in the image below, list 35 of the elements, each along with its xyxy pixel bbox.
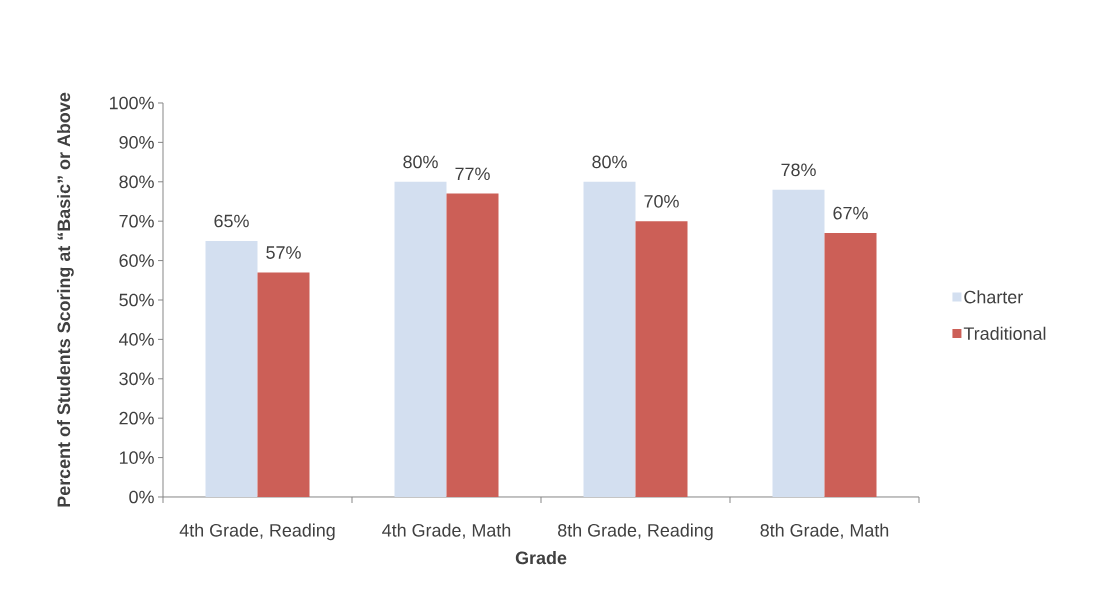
y-tick-label: 90% bbox=[119, 136, 154, 149]
y-tick-label: 50% bbox=[119, 293, 154, 307]
bar bbox=[394, 181, 447, 497]
y-tick-label: 20% bbox=[119, 411, 154, 425]
legend-label: Charter bbox=[964, 290, 1023, 304]
data-label: 65% bbox=[214, 214, 249, 228]
x-tick-label: 4th Grade, Reading bbox=[179, 523, 335, 541]
y-tick-label: 40% bbox=[119, 333, 154, 346]
y-tick-label: 30% bbox=[119, 372, 154, 386]
y-tick-label: 100% bbox=[109, 96, 154, 110]
y-tick-label: 80% bbox=[119, 175, 154, 189]
x-tick-label: 8th Grade, Reading bbox=[558, 523, 713, 541]
x-tick-label: 4th Grade, Math bbox=[382, 523, 511, 539]
data-label: 78% bbox=[781, 163, 816, 177]
bar bbox=[583, 181, 636, 497]
x-axis-title: Grade bbox=[515, 551, 567, 565]
y-tick-label: 60% bbox=[119, 254, 154, 267]
data-label: 77% bbox=[455, 167, 490, 181]
legend-label: Traditional bbox=[963, 326, 1046, 340]
y-axis-title: Percent of Students Scoring at “Basic” or Above bbox=[56, 92, 74, 507]
data-label: 80% bbox=[403, 155, 438, 169]
bar bbox=[446, 193, 499, 497]
y-tick-label: 0% bbox=[129, 490, 154, 504]
x-tick-label: 8th Grade, Math bbox=[760, 523, 889, 539]
bar bbox=[772, 189, 825, 497]
bar bbox=[824, 233, 877, 497]
data-label: 70% bbox=[644, 194, 679, 208]
y-tick-label: 70% bbox=[119, 214, 154, 228]
bar bbox=[205, 240, 258, 497]
bar bbox=[257, 272, 310, 497]
bar bbox=[635, 221, 688, 497]
data-label: 80% bbox=[592, 155, 627, 169]
y-tick-label: 10% bbox=[119, 451, 154, 464]
data-label: 57% bbox=[266, 246, 301, 259]
data-label: 67% bbox=[833, 206, 868, 220]
